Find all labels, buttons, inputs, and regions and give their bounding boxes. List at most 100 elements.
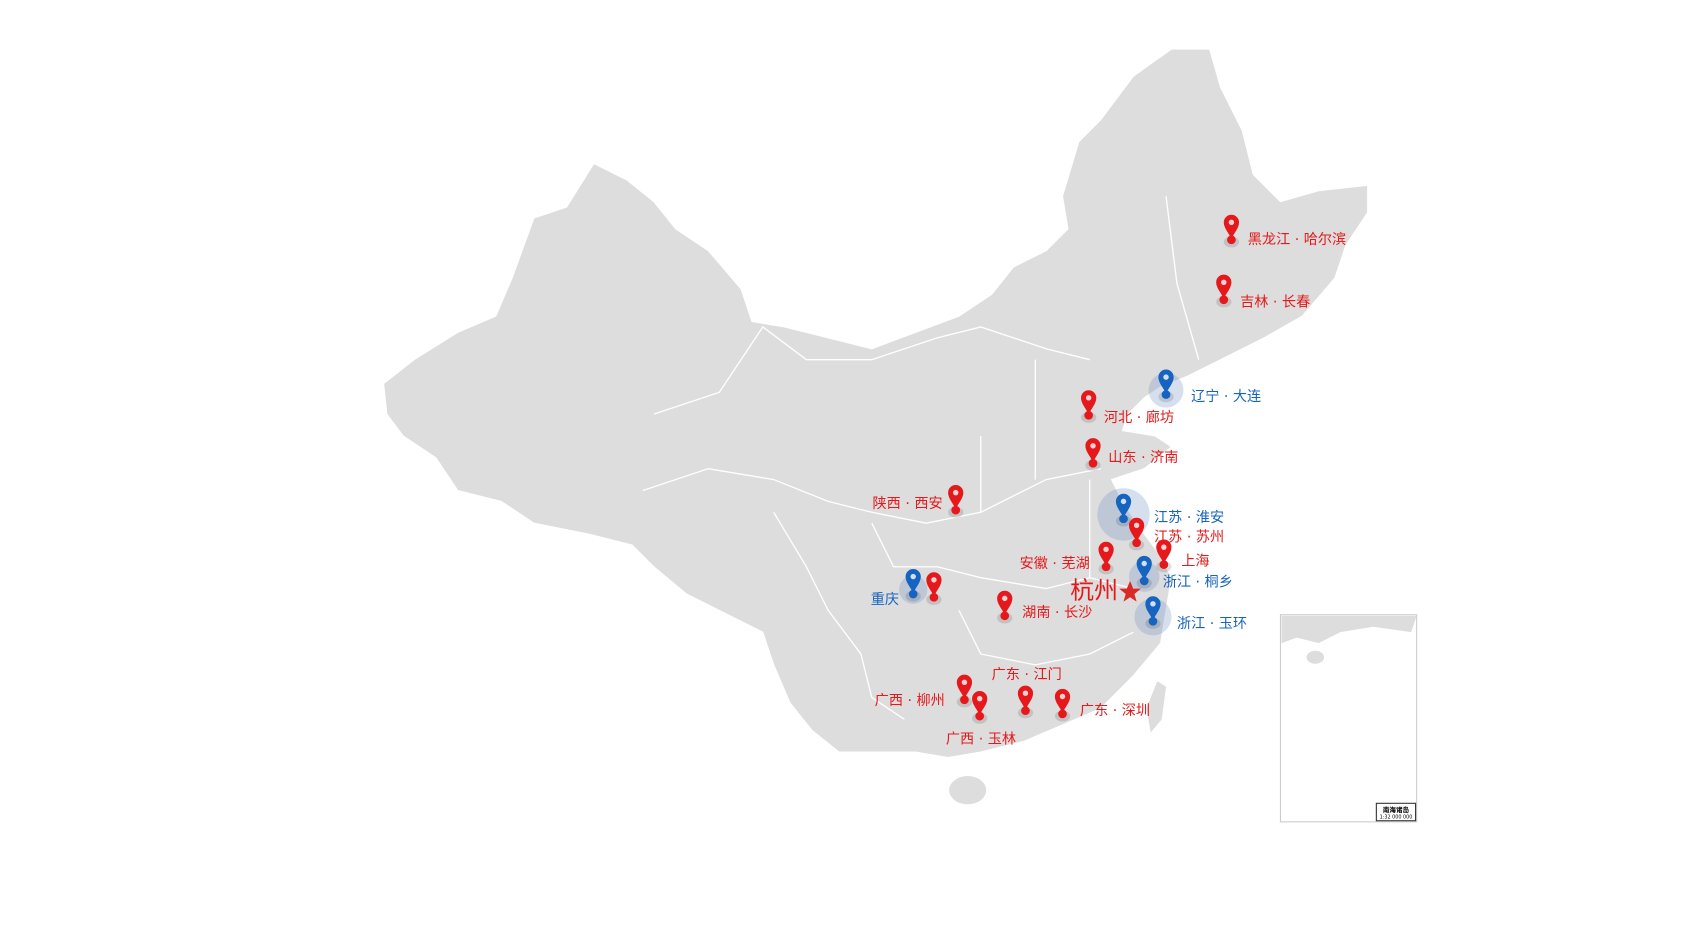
marker-chongqing2[interactable] [926, 572, 942, 605]
pin-dot [1133, 522, 1140, 529]
map-pin-icon [1054, 688, 1071, 713]
map-pin-icon [997, 590, 1013, 615]
pin-base [1139, 576, 1149, 586]
marker-wuhu[interactable]: 安徽 · 芜湖 [1020, 541, 1114, 575]
map-pin-icon [1085, 438, 1101, 463]
pin-base [1084, 410, 1094, 420]
map-pin-icon [1081, 390, 1097, 415]
taiwan [1146, 681, 1167, 733]
marker-liuzhou[interactable]: 广西 · 柳州 [875, 674, 973, 710]
map-pin-icon [1128, 517, 1145, 542]
center-hangzhou[interactable]: 杭州 [1070, 576, 1141, 604]
marker-harbin[interactable]: 黑龙江 · 哈尔滨 [1223, 214, 1346, 248]
marker-label: 湖南 · 长沙 [1022, 605, 1092, 621]
pin-dot [1090, 443, 1096, 449]
marker-huaian[interactable]: 江苏 · 淮安 [1097, 488, 1224, 541]
map-pin-icon [1158, 369, 1174, 394]
map-pin-icon [1216, 274, 1232, 299]
marker-jiangmen[interactable]: 广东 · 江门 [992, 667, 1062, 719]
marker-label: 江苏 · 苏州 [1154, 530, 1224, 546]
pin-dot [1103, 546, 1109, 553]
map-pin-icon [948, 485, 964, 510]
pin-dot [1120, 498, 1127, 505]
pin-base [951, 505, 961, 515]
pin-dot [1150, 601, 1156, 607]
marker-changsha[interactable]: 湖南 · 长沙 [997, 590, 1092, 624]
pin-base [929, 592, 939, 602]
pin-base [908, 589, 918, 599]
pin-base [960, 695, 969, 705]
marker-dalian[interactable]: 辽宁 · 大连 [1148, 369, 1262, 408]
marker-shenzhen[interactable]: 广东 · 深圳 [1054, 688, 1150, 722]
marker-suzhou[interactable]: 江苏 · 苏州 [1128, 517, 1224, 551]
map-pin-icon [956, 674, 973, 699]
marker-label: 黑龙江 · 哈尔滨 [1248, 232, 1346, 248]
pin-dot [1163, 374, 1169, 380]
marker-tongxiang[interactable]: 浙江 · 桐乡 [1128, 555, 1233, 592]
pin-base [1021, 706, 1030, 716]
marker-yulin[interactable]: 广西 · 玉林 [946, 691, 1016, 747]
pin-dot [931, 577, 937, 583]
pin-base [1119, 514, 1128, 524]
pin-base [975, 711, 985, 721]
inset-title: 南海诸岛 [1383, 805, 1410, 814]
marker-label: 河北 · 廊坊 [1104, 409, 1174, 426]
mainland [383, 48, 1369, 759]
marker-label: 辽宁 · 大连 [1191, 388, 1261, 405]
map-pin-icon [1223, 214, 1240, 239]
marker-label: 浙江 · 桐乡 [1163, 574, 1233, 590]
marker-xian[interactable]: 陕西 · 西安 [873, 485, 964, 518]
pin-dot [910, 573, 916, 580]
marker-label: 陕西 · 西安 [873, 496, 943, 512]
pin-base [1219, 295, 1229, 305]
map-pin-icon [1115, 493, 1132, 518]
marker-shanghai[interactable]: 上海 [1156, 539, 1210, 573]
map-pin-icon [1145, 596, 1161, 621]
marker-label: 山东 · 济南 [1108, 450, 1178, 466]
pin-dot [952, 489, 959, 496]
pin-base [1161, 390, 1171, 399]
pin-dot [1022, 690, 1029, 696]
pin-base [1159, 560, 1169, 569]
hainan [949, 776, 987, 805]
pin-base [1000, 611, 1010, 621]
pin-dot [1221, 279, 1227, 286]
marker-changchun[interactable]: 吉林 · 长春 [1216, 274, 1310, 311]
marker-yuhuan[interactable]: 浙江 · 玉环 [1134, 596, 1247, 636]
marker-langfang[interactable]: 河北 · 廊坊 [1081, 390, 1174, 426]
center-label: 杭州 [1070, 576, 1118, 604]
pin-dot [1085, 395, 1092, 401]
pin-dot [961, 679, 968, 686]
marker-label: 江苏 · 淮安 [1154, 510, 1224, 526]
marker-label: 广东 · 江门 [992, 667, 1062, 683]
pin-base [1088, 458, 1098, 468]
marker-chongqing[interactable]: 重庆 [871, 568, 928, 608]
marker-jinan[interactable]: 山东 · 济南 [1085, 438, 1178, 471]
pin-base [1058, 709, 1067, 719]
south-china-sea-inset: 南海诸岛 1:32 000 000 [1279, 614, 1418, 823]
map-pin-icon [1017, 685, 1034, 710]
pin-dot [1228, 219, 1235, 226]
marker-label: 广西 · 柳州 [875, 692, 945, 709]
marker-label: 吉林 · 长春 [1240, 294, 1310, 310]
marker-label: 安徽 · 芜湖 [1020, 555, 1090, 572]
map-pin-icon [926, 572, 942, 597]
map-pin-icon [1156, 539, 1172, 564]
pin-dot [976, 695, 983, 702]
map-pin-icon [1098, 541, 1114, 566]
pin-base [1227, 235, 1236, 245]
inset-scale: 1:32 000 000 [1380, 815, 1413, 821]
pin-dot [1002, 595, 1008, 602]
pin-base [1132, 538, 1141, 548]
pin-dot [1059, 693, 1066, 700]
map-pin-icon [1136, 555, 1152, 580]
marker-label: 广东 · 深圳 [1080, 703, 1150, 719]
marker-label: 浙江 · 玉环 [1177, 616, 1247, 632]
star-icon [1119, 580, 1141, 602]
map-pin-icon [905, 568, 921, 593]
pin-base [1148, 616, 1158, 626]
pin-base [1101, 562, 1111, 572]
marker-label: 重庆 [871, 592, 899, 608]
